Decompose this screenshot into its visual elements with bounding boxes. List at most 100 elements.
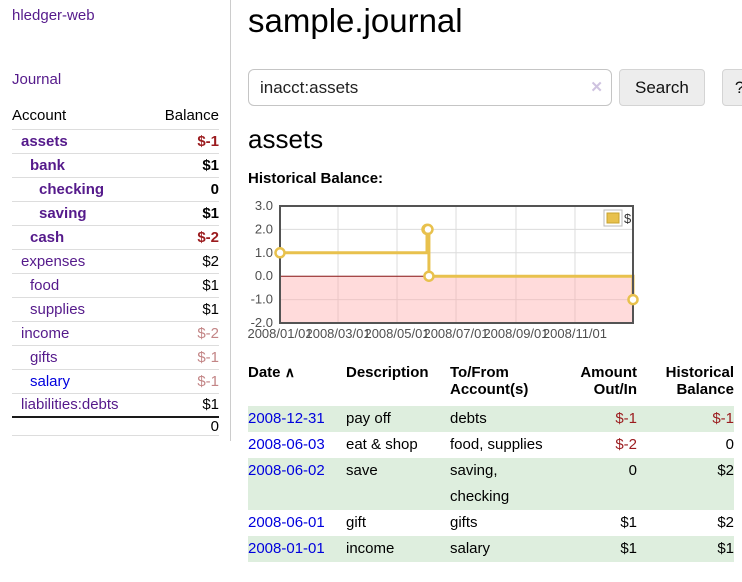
account-balance: $-2 [149,320,219,345]
transaction-amount: $-1 [615,410,637,427]
svg-text:-1.0: -1.0 [251,292,273,307]
page-title: sample.journal [248,2,463,39]
register-row: 2008-01-01 income salary $1 $1 [248,536,734,562]
register-header-date[interactable]: Date ∧ [248,364,295,381]
sort-ascending-icon: ∧ [284,364,295,380]
transaction-historical-balance: $-1 [712,410,734,427]
svg-text:0.0: 0.0 [255,268,273,283]
account-link[interactable]: cash [30,228,65,246]
account-link[interactable]: salary [30,372,71,390]
account-balance: $-1 [149,368,219,393]
svg-text:1.0: 1.0 [255,245,273,260]
search-input[interactable] [248,69,612,106]
transaction-date-link[interactable]: 2008-06-03 [248,436,325,453]
account-link[interactable]: supplies [30,300,86,318]
account-balance: $1 [149,392,219,417]
search-form: ✕ Search ? [248,69,742,106]
transaction-description: income [346,540,395,557]
transaction-historical-balance: $2 [717,462,734,479]
account-link[interactable]: liabilities:debts [21,396,119,414]
account-balance: $-1 [149,344,219,369]
transaction-description: gift [346,514,367,531]
register-row: 2008-12-31 pay off debts $-1 $-1 [248,406,734,432]
app-title-link[interactable]: hledger-web [12,7,95,24]
chart-label: Historical Balance: [248,170,384,187]
account-row: liabilities:debts $1 [12,392,219,417]
accounts-table: Account Balance assets $-1 bank $1 checking 0… [12,103,219,436]
transaction-amount: $1 [620,514,637,531]
account-heading: assets [248,124,324,154]
account-link[interactable]: checking [39,180,105,198]
account-row: checking 0 [12,176,219,201]
accounts-total-row: 0 [12,416,219,436]
clear-search-icon[interactable]: ✕ [590,79,603,96]
account-link[interactable]: income [21,324,70,342]
account-link[interactable]: expenses [21,252,86,270]
account-balance: $1 [149,200,219,225]
transaction-date-link[interactable]: 2008-12-31 [248,410,325,427]
account-row: saving $1 [12,200,219,225]
transaction-historical-balance: $1 [717,540,734,557]
transaction-description: eat & shop [346,436,418,453]
transaction-date-link[interactable]: 2008-01-01 [248,540,325,557]
account-link[interactable]: gifts [30,348,58,366]
account-link[interactable]: food [30,276,60,294]
transaction-historical-balance: $2 [717,514,734,531]
account-balance: 0 [149,176,219,201]
svg-text:2008/05/01: 2008/05/01 [364,326,429,341]
account-balance: $2 [149,248,219,273]
transaction-amount: $-2 [615,436,637,453]
accounts-header-account: Account [12,107,67,125]
help-button[interactable]: ? [721,69,742,106]
register-row: 2008-06-02 save saving, checking 0 $2 [248,458,734,510]
legend-label: $ [624,211,632,226]
svg-text:2008/09/01: 2008/09/01 [483,326,548,341]
register-row: 2008-06-03 eat & shop food, supplies $-2 0 [248,432,734,458]
account-row: food $1 [12,272,219,297]
transaction-accounts: debts [450,410,487,427]
svg-text:-2.0: -2.0 [251,315,273,330]
sidebar: hledger-web Journal Account Balance asse… [0,0,231,441]
svg-text:2008/01/01: 2008/01/01 [247,326,312,341]
account-row: income $-2 [12,320,219,345]
journal-nav-link[interactable]: Journal [12,71,62,88]
transaction-accounts: saving, checking [450,462,510,505]
account-row: bank $1 [12,152,219,177]
account-link[interactable]: bank [30,156,66,174]
account-row: assets $-1 [12,128,219,153]
account-row: salary $-1 [12,368,219,393]
transaction-date-link[interactable]: 2008-06-01 [248,514,325,531]
register-table: Date ∧ Description To/From Account(s) Am… [248,364,734,562]
register-row: 2008-06-01 gift gifts $1 $2 [248,510,734,536]
legend-swatch [606,212,620,224]
account-balance: $1 [149,152,219,177]
transaction-description: save [346,462,378,479]
transaction-accounts: salary [450,540,491,557]
account-row: gifts $-1 [12,344,219,369]
svg-text:2.0: 2.0 [255,221,273,236]
balance-chart: 3.0 2.0 1.0 0.0 -1.0 -2.0 2008/01/01 2008/03/01… [247,198,688,353]
svg-text:2008/11/01: 2008/11/01 [543,326,607,341]
account-balance: $-1 [149,128,219,153]
account-link[interactable]: saving [39,204,87,222]
register-header-historical: Historical Balance [665,364,734,398]
register-table-body: 2008-12-31 pay off debts $-1 $-1 2008-06-03 ea… [248,406,734,562]
balance-chart-svg: 3.0 2.0 1.0 0.0 -1.0 -2.02008/01/012008/03/01… [247,198,639,341]
search-button[interactable]: Search [619,69,705,106]
register-header-description: Description [346,364,429,381]
svg-text:2008/07/01: 2008/07/01 [423,326,488,341]
account-link[interactable]: assets [21,132,68,150]
transaction-accounts: gifts [450,514,478,531]
account-row: cash $-2 [12,224,219,249]
accounts-total-value: 0 [149,416,219,436]
transaction-historical-balance: 0 [725,436,734,453]
account-row: expenses $2 [12,248,219,273]
account-balance: $-2 [149,224,219,249]
transaction-accounts: food, supplies [450,436,543,453]
account-balance: $1 [149,272,219,297]
transaction-description: pay off [346,410,391,427]
register-header-accounts: To/From Account(s) [450,364,529,398]
transaction-date-link[interactable]: 2008-06-02 [248,462,325,479]
accounts-header-balance: Balance [164,107,219,125]
account-row: supplies $1 [12,296,219,321]
